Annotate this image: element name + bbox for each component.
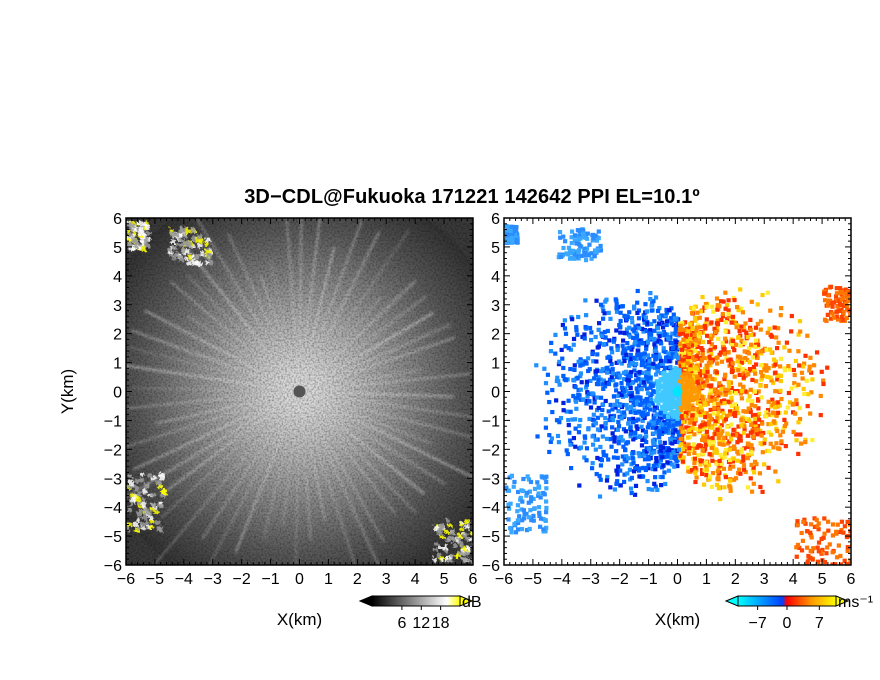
y-tick-label: 6 (113, 211, 122, 228)
echo-cluster (126, 220, 152, 252)
x-tick-label: −6 (495, 571, 513, 588)
y-tick-label: −6 (104, 558, 122, 575)
colorbar-unit: dB (462, 594, 482, 611)
x-tick-label: 4 (411, 571, 420, 588)
y-tick-label: −4 (482, 500, 500, 517)
colorbar-tick-label: 18 (432, 615, 450, 632)
velocity-colorbar: −7 0 7 ms⁻¹ (724, 594, 873, 632)
figure-title: 3D−CDL@Fukuoka 171221 142642 PPI EL=10.1… (244, 186, 700, 208)
y-tick-label: 6 (491, 211, 500, 228)
plot-image (126, 218, 473, 565)
x-tick-label: −4 (553, 571, 571, 588)
x-tick-label: −3 (204, 571, 222, 588)
x-tick-label: 4 (789, 571, 798, 588)
x-tick-label: 2 (731, 571, 740, 588)
x-tick-label: 1 (702, 571, 711, 588)
y-tick-label: 1 (491, 356, 500, 373)
x-tick-label: −2 (611, 571, 629, 588)
x-tick-label: −4 (175, 571, 193, 588)
colorbar-unit: ms⁻¹ (838, 594, 873, 611)
velocity-panel: −6 −5 −4 −3 −2 −1 0 1 2 3 4 5 6 6 5 4 3 2 1 0 −1 −2 −3 −4 −5 −6 X(… (482, 211, 856, 629)
axis-ticks (503, 217, 852, 566)
y-tick-label: 1 (113, 356, 122, 373)
x-axis-label: X(km) (277, 610, 322, 629)
echo-cluster (167, 226, 214, 267)
y-tick-label: −3 (482, 471, 500, 488)
x-tick-label: 0 (673, 571, 682, 588)
x-tick-label: −1 (261, 571, 279, 588)
x-axis-label: X(km) (655, 610, 700, 629)
y-axis-label: Y(km) (58, 369, 77, 414)
colorbar-tick-label: 7 (815, 615, 824, 632)
y-tick-label: 0 (113, 385, 122, 402)
colorbar-tick-label: 12 (412, 615, 430, 632)
colorbar-tick-label: 0 (783, 615, 792, 632)
y-tick-label: −6 (482, 558, 500, 575)
y-tick-label: 5 (491, 240, 500, 257)
y-tick-label: −1 (482, 413, 500, 430)
x-tick-label: −1 (639, 571, 657, 588)
x-tick-label: 0 (295, 571, 304, 588)
y-tick-label: 4 (113, 269, 122, 286)
y-tick-label: 0 (491, 385, 500, 402)
snr-panel: −6 −5 −4 −3 −2 −1 0 1 2 3 4 5 66543210−1−2−3−4−5−6X(… (58, 211, 478, 629)
x-tick-label: 3 (382, 571, 391, 588)
y-tick-label: 3 (491, 298, 500, 315)
axis-ticks (125, 217, 474, 566)
y-tick-label: 2 (491, 327, 500, 344)
x-tick-label: 5 (440, 571, 449, 588)
snr-colorbar: 6 12 18 dB (358, 594, 482, 632)
x-tick-label: −5 (524, 571, 542, 588)
y-tick-label: −2 (104, 442, 122, 459)
velocity-pixels (504, 223, 851, 565)
radar-site-marker (672, 386, 683, 397)
y-tick-label: −1 (104, 413, 122, 430)
colorbars: 6 12 18 dB −7 0 7 ms⁻¹ (358, 594, 873, 632)
y-tick-label: −3 (104, 471, 122, 488)
x-tick-label: 3 (760, 571, 769, 588)
x-tick-label: 6 (847, 571, 856, 588)
y-tick-label: −4 (104, 500, 122, 517)
x-tick-label: 1 (324, 571, 333, 588)
colorbar-tick-label: −7 (748, 615, 766, 632)
x-tick-label: 5 (818, 571, 827, 588)
y-tick-label: 4 (491, 269, 500, 286)
y-tick-label: 2 (113, 327, 122, 344)
colorbar-tick-label: 6 (397, 615, 406, 632)
x-tick-label: −3 (582, 571, 600, 588)
y-tick-label: 5 (113, 240, 122, 257)
y-tick-label: −5 (104, 529, 122, 546)
x-tick-label: −6 (117, 571, 135, 588)
y-tick-label: −5 (482, 529, 500, 546)
echo-cluster (432, 518, 473, 563)
y-tick-label: 3 (113, 298, 122, 315)
y-tick-label: −2 (482, 442, 500, 459)
plot-image (504, 218, 851, 565)
radar-site-marker (293, 385, 306, 398)
x-tick-label: 6 (469, 571, 478, 588)
x-tick-label: 2 (353, 571, 362, 588)
echo-cluster (126, 472, 168, 533)
x-tick-label: −5 (146, 571, 164, 588)
x-tick-label: −2 (233, 571, 251, 588)
